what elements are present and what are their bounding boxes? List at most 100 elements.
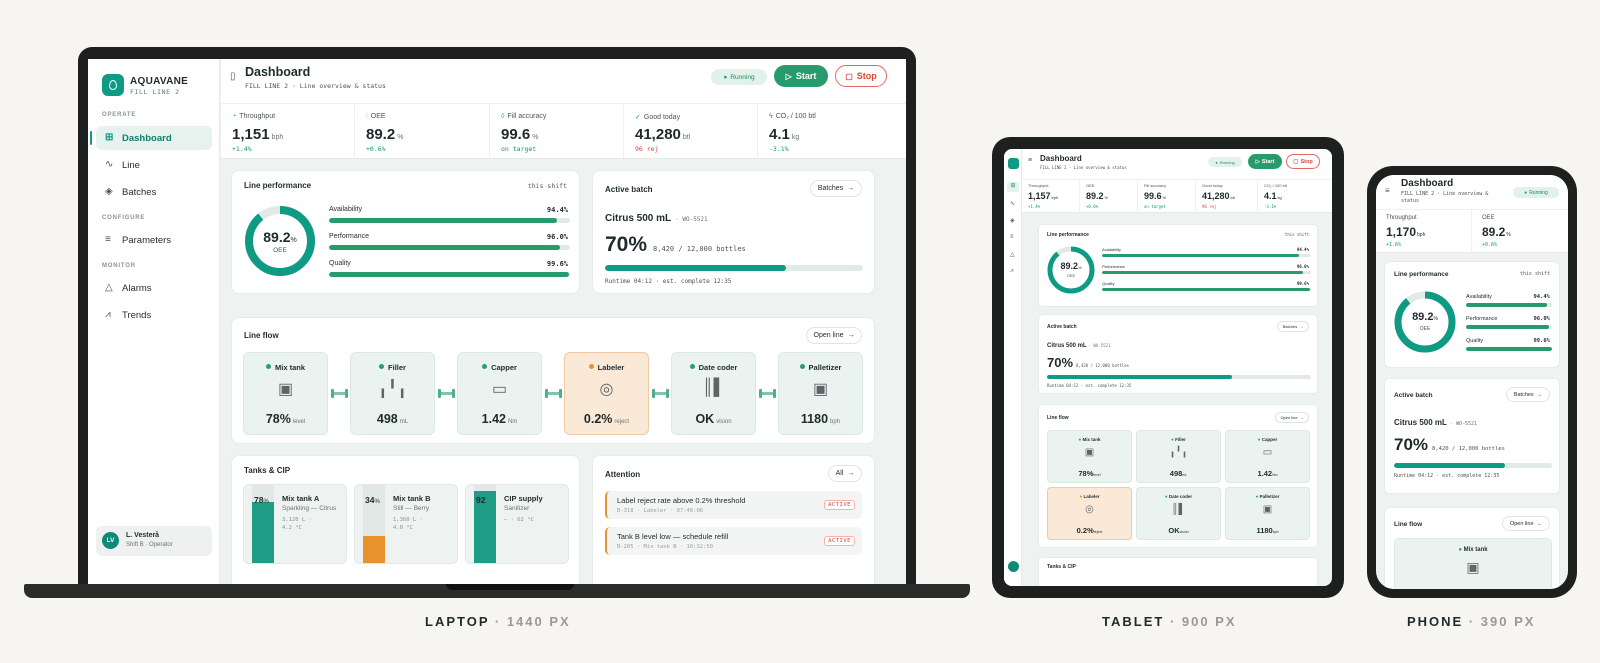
start-button[interactable]: ▷ Start	[774, 65, 828, 87]
station-capper[interactable]: Capper ▭ 1.42 Nm	[457, 352, 542, 435]
card-title: Line performance	[244, 181, 312, 190]
sidebar-item-dashboard[interactable]: ⊞ Dashboard	[90, 126, 212, 150]
line-performance-card: Line performance this shift 89.2% OEE Av…	[231, 170, 580, 294]
sidebar-toggle-icon[interactable]: ▯	[230, 71, 236, 82]
layers-icon[interactable]: ◈	[1010, 218, 1015, 224]
page-title: Dashboard	[1040, 154, 1082, 163]
barcode-icon: ║▌	[702, 379, 725, 396]
station-mix-tank[interactable]: ● Mix tank ▣	[1394, 538, 1552, 589]
play-icon: ▷	[1255, 158, 1260, 165]
drop-icon: ◊	[501, 113, 505, 120]
open-line-button[interactable]: Open line →	[806, 327, 862, 344]
grid-icon[interactable]: ⊞	[1007, 182, 1019, 192]
quality-bar	[1102, 288, 1311, 291]
sidebar-item-batches[interactable]: ◈ Batches	[96, 180, 212, 204]
kpi-throughput: ◔ Throughput 1,151 bph +1.4%	[221, 104, 355, 160]
tank-card[interactable]: 78% Mix tank A Sparkling — Citrus 3,120 L ·…	[243, 484, 347, 564]
station-palletizer[interactable]: ● Palletizer ▣ 1180bph	[1225, 487, 1310, 540]
tank-card[interactable]: 92 CIP supply Sanitizer — · 62 °C	[465, 484, 569, 564]
open-line-button[interactable]: Open line →	[1502, 516, 1550, 531]
laptop-notch	[446, 584, 574, 590]
logo-icon	[102, 74, 124, 96]
user-role: Shift B · Operator	[126, 542, 173, 548]
kpi-oee: ⫶ OEE 89.2% +0.6%	[355, 104, 490, 160]
status-badge: ● Running	[1513, 187, 1559, 198]
availability-bar	[329, 218, 570, 223]
card-title: Active batch	[1394, 392, 1433, 399]
batch-percent: 70% 8,420 / 12,000 bottles	[1394, 435, 1505, 454]
sidebar-item-label: Dashboard	[122, 132, 172, 144]
sidebar-item-label: Trends	[122, 309, 152, 321]
batch-runtime: Runtime 04:12 · est. complete 12:35	[1047, 383, 1132, 388]
station-capper[interactable]: ● Capper ▭ 1.42Nm	[1225, 430, 1310, 483]
stop-button[interactable]: ▢ Stop	[1286, 154, 1320, 169]
tablet-kpi-strip: Throughput 1,157bph +1.4% OEE 89.2% +0.6% Fi…	[1022, 179, 1332, 214]
trend-icon[interactable]: ⩘	[1010, 268, 1014, 274]
card-title: Tanks & CIP	[244, 466, 291, 475]
alert-badge: ACTIVE	[824, 500, 855, 510]
capper-icon: ▭	[491, 381, 508, 398]
play-icon: ▷	[785, 71, 792, 81]
tanks-cip-card: Tanks & CIP 78% Mix tank A Sparkling — Cit…	[231, 455, 580, 584]
menu-icon[interactable]: ≡	[1028, 157, 1033, 164]
nav-section-monitor: MONITOR	[102, 263, 136, 269]
oee-donut-arc	[245, 206, 315, 276]
kpi-throughput: Throughput 1,170bph +1.6%	[1376, 210, 1472, 254]
page-subtitle: FILL LINE 2 · Line overview & status	[1040, 165, 1127, 170]
batch-runtime: Runtime 04:12 · est. complete 12:35	[605, 278, 732, 285]
all-alerts-button[interactable]: All →	[828, 465, 862, 482]
menu-icon[interactable]: ≡	[1385, 186, 1390, 195]
kpi-fill-accuracy: ◊ Fill accuracy 99.6% on target	[490, 104, 624, 160]
stop-button[interactable]: ▢ Stop	[835, 65, 887, 87]
sidebar-item-alarms[interactable]: △ Alarms	[96, 276, 212, 300]
kpi-good-today: ✓ Good today 41,280 btl 96 rej	[624, 104, 758, 160]
tablet-header: ≡ Dashboard FILL LINE 2 · Line overview …	[1022, 149, 1332, 179]
tank-card[interactable]: 34% Mix tank B Still — Berry 1,360 L · 4.0 °…	[354, 484, 458, 564]
sliders-icon[interactable]: ≡	[1010, 234, 1014, 240]
sidebar-item-trends[interactable]: ⩘ Trends	[96, 303, 212, 327]
oee-label: OEE	[1066, 273, 1076, 278]
start-button[interactable]: ▷ Start	[1248, 154, 1282, 169]
alert-item[interactable]: Label reject rate above 0.2% threshold B-…	[605, 491, 862, 519]
line-flow-card: Line flow Open line → Mix tank ▣ 78% level F…	[231, 317, 875, 444]
page-subtitle: FILL LINE 2 · Line overview & status	[245, 82, 386, 90]
open-line-button[interactable]: Open line →	[1275, 412, 1309, 423]
avatar[interactable]	[1008, 561, 1019, 572]
station-date-coder[interactable]: Date coder ║▌ OK vision	[671, 352, 756, 435]
alert-item[interactable]: Tank B level low — schedule refill B-205 …	[605, 527, 862, 555]
card-title: Line flow	[1047, 415, 1069, 421]
arrow-right-icon: →	[847, 332, 855, 339]
station-filler[interactable]: ● Filler ╻╹╻ 498mL	[1136, 430, 1221, 483]
oee-value: 89.2%	[1412, 311, 1438, 323]
kpi-strip: ◔ Throughput 1,151 bph +1.4% ⫶ OEE 89.2% +0…	[221, 103, 906, 160]
metric-label: Performance	[329, 233, 370, 240]
warning-icon[interactable]: △	[1010, 252, 1015, 258]
card-title: Line flow	[1394, 521, 1423, 528]
batch-product: Citrus 500 mL · WO-5521	[1394, 418, 1478, 427]
chart-icon: ⫶	[366, 113, 368, 120]
batches-link-button[interactable]: Batches →	[1506, 387, 1550, 402]
station-filler[interactable]: Filler ╻╹╻ 498 mL	[350, 352, 435, 435]
sidebar-item-line[interactable]: ∿ Line	[96, 153, 212, 177]
batch-percent: 70% 8,420 / 12,000 bottles	[605, 233, 746, 256]
station-palletizer[interactable]: Palletizer ▣ 1180 bph	[778, 352, 863, 435]
conveyor-link	[331, 389, 348, 398]
station-date-coder[interactable]: ● Date coder ║▌ OKvision	[1136, 487, 1221, 540]
stop-icon: ▢	[1293, 158, 1299, 165]
batches-link-button[interactable]: Batches →	[1277, 321, 1309, 332]
station-mix-tank[interactable]: Mix tank ▣ 78% level	[243, 352, 328, 435]
period-label: this shift	[527, 182, 567, 190]
phone-kpi-strip: Throughput 1,170bph +1.6% OEE 89.2% +0.6%	[1376, 209, 1568, 254]
laptop-base	[24, 584, 970, 598]
wave-icon[interactable]: ∿	[1010, 201, 1016, 207]
station-mix-tank[interactable]: ● Mix tank ▣ 78%level	[1047, 430, 1132, 483]
user-card[interactable]: LV L. Vesterå Shift B · Operator	[96, 526, 212, 556]
metric-label: Quality	[329, 260, 351, 267]
station-labeler[interactable]: ● Labeler ◎ 0.2%reject	[1047, 487, 1132, 540]
batches-link-button[interactable]: Batches →	[810, 180, 862, 197]
sidebar-item-parameters[interactable]: ≡ Parameters	[96, 228, 212, 252]
metric-value: 99.6%	[546, 260, 568, 268]
metric-value: 94.4%	[546, 206, 568, 214]
phone-screen: ≡ Dashboard FILL LINE 2 · Line overview …	[1376, 175, 1568, 589]
station-labeler[interactable]: Labeler ◎ 0.2% reject	[564, 352, 649, 435]
